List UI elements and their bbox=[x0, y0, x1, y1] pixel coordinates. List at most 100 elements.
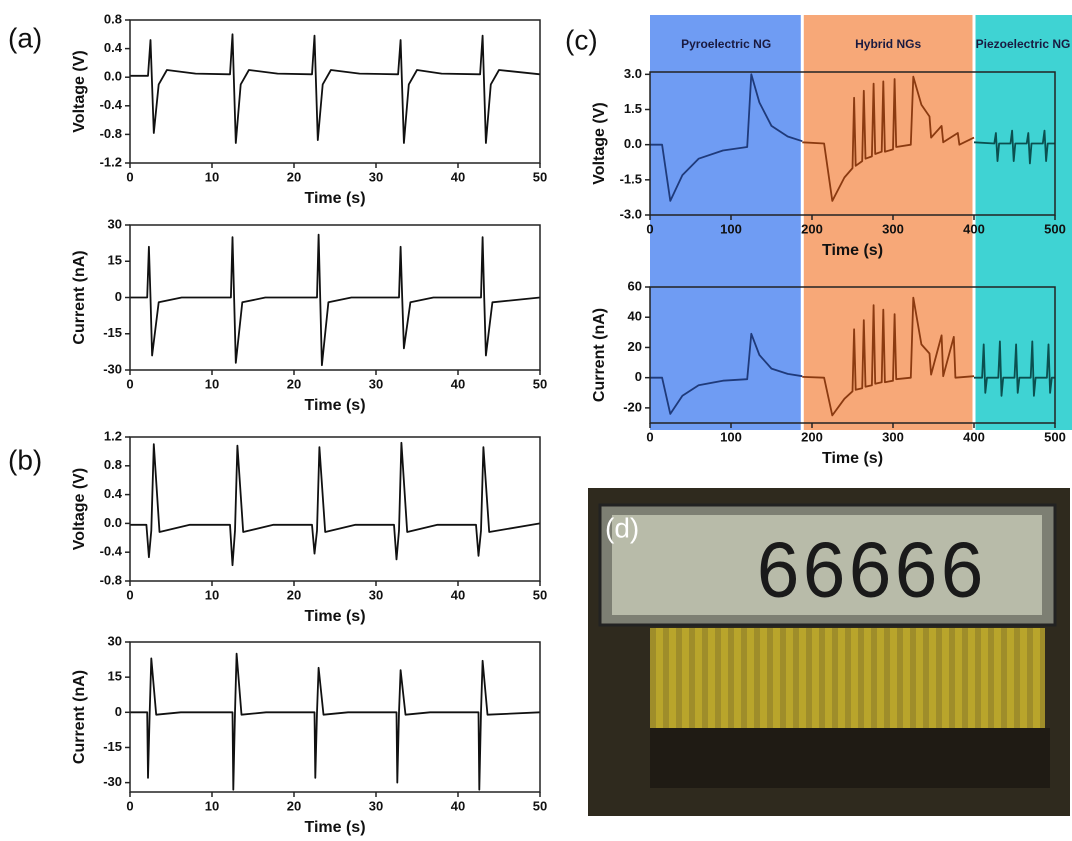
y-tick-label: 0.4 bbox=[104, 486, 123, 501]
panel-label: (c) bbox=[565, 24, 598, 55]
y-tick-label: -0.4 bbox=[100, 544, 123, 559]
x-tick-label: 20 bbox=[287, 587, 301, 602]
plot-frame bbox=[129, 641, 541, 793]
y-tick-label: -0.8 bbox=[100, 572, 122, 587]
data-line bbox=[130, 441, 541, 567]
x-tick-label: 0 bbox=[126, 587, 133, 602]
y-tick-label: 0.4 bbox=[104, 40, 123, 55]
data-line bbox=[974, 340, 1055, 397]
panel-label: (d) bbox=[605, 512, 639, 543]
x-tick-label: 100 bbox=[720, 429, 742, 444]
x-tick-label: 40 bbox=[451, 169, 465, 184]
data-line bbox=[650, 332, 803, 415]
x-tick-label: 50 bbox=[533, 798, 547, 813]
region-label: Hybrid NGs bbox=[855, 37, 921, 51]
y-tick-label: 15 bbox=[108, 669, 122, 684]
chart: Pyroelectric NG Hybrid NGs Piezoelectric N… bbox=[565, 15, 1072, 430]
region bbox=[650, 15, 803, 430]
x-tick-label: 200 bbox=[801, 221, 823, 236]
y-tick-label: 3.0 bbox=[624, 66, 642, 81]
x-tick-label: 0 bbox=[126, 169, 133, 184]
x-tick-label: 40 bbox=[451, 798, 465, 813]
y-axis-label: Current (nA) bbox=[591, 308, 608, 402]
connector bbox=[650, 728, 1050, 788]
region bbox=[802, 15, 974, 430]
electrode-stripes bbox=[650, 628, 1045, 728]
x-tick-label: 10 bbox=[205, 798, 219, 813]
x-tick-label: 10 bbox=[205, 169, 219, 184]
data-line bbox=[802, 296, 975, 417]
y-tick-label: 20 bbox=[628, 339, 642, 354]
y-axis-label: Voltage (V) bbox=[71, 468, 88, 550]
y-tick-label: -30 bbox=[103, 774, 122, 789]
y-tick-label: 0 bbox=[115, 289, 122, 304]
x-tick-label: 50 bbox=[533, 169, 547, 184]
data-line bbox=[650, 73, 803, 202]
x-tick-label: 20 bbox=[287, 169, 301, 184]
x-tick-label: 10 bbox=[205, 587, 219, 602]
x-axis-label: Time (s) bbox=[822, 450, 883, 467]
y-tick-label: 0.0 bbox=[104, 515, 122, 530]
y-tick-label: 1.5 bbox=[624, 101, 642, 116]
y-tick-label: -0.8 bbox=[100, 126, 122, 141]
y-tick-label: 40 bbox=[628, 309, 642, 324]
y-axis-label: Current (nA) bbox=[71, 670, 88, 764]
x-tick-label: 400 bbox=[963, 221, 985, 236]
panel-label: (b) bbox=[8, 444, 42, 475]
lcd-digits: 66666 bbox=[755, 529, 985, 622]
y-tick-label: -1.2 bbox=[100, 154, 122, 169]
data-line bbox=[973, 129, 1055, 165]
plot-frame bbox=[129, 436, 541, 582]
x-tick-label: 100 bbox=[720, 221, 742, 236]
chart: -1.2 -0.8 -0.4 0.0 0.4 0.8 0 10 20 30 40 50 Time (s)… bbox=[8, 11, 547, 207]
y-tick-label: -3.0 bbox=[620, 206, 642, 221]
data-line bbox=[130, 33, 541, 144]
y-axis-label: Voltage (V) bbox=[71, 50, 88, 132]
x-tick-label: 200 bbox=[801, 429, 823, 444]
plot-frame bbox=[649, 286, 1056, 424]
chart: -30 -15 0 15 30 0 10 20 30 40 50 Time (s) Current (n… bbox=[71, 633, 547, 836]
x-tick-label: 500 bbox=[1044, 221, 1066, 236]
x-tick-label: 40 bbox=[451, 587, 465, 602]
x-tick-label: 50 bbox=[533, 376, 547, 391]
x-tick-label: 300 bbox=[882, 221, 904, 236]
x-tick-label: 30 bbox=[369, 587, 383, 602]
plot-frame bbox=[649, 71, 1056, 216]
chart: -20 0 20 40 60 0 100 200 300 400 500 Time (s) Curren… bbox=[591, 278, 1066, 467]
x-tick-label: 10 bbox=[205, 376, 219, 391]
x-tick-label: 400 bbox=[963, 429, 985, 444]
y-tick-label: 60 bbox=[628, 278, 642, 293]
y-tick-label: -0.4 bbox=[100, 97, 123, 112]
region-label: Pyroelectric NG bbox=[681, 37, 771, 51]
x-tick-label: 20 bbox=[287, 376, 301, 391]
data-line bbox=[130, 233, 541, 367]
x-tick-label: 20 bbox=[287, 798, 301, 813]
x-tick-label: 30 bbox=[369, 376, 383, 391]
x-tick-label: 0 bbox=[646, 429, 653, 444]
x-tick-label: 0 bbox=[126, 798, 133, 813]
y-tick-label: 0.8 bbox=[104, 11, 122, 26]
x-tick-label: 30 bbox=[369, 798, 383, 813]
chart: -0.8 -0.4 0.0 0.4 0.8 1.2 0 10 20 30 40 50 Time (s) V… bbox=[8, 428, 547, 625]
chart: -30 -15 0 15 30 0 10 20 30 40 50 Time (s) Current (n… bbox=[71, 216, 547, 414]
y-tick-label: 0.8 bbox=[104, 457, 122, 472]
x-axis-label: Time (s) bbox=[304, 819, 365, 836]
lcd-screen bbox=[612, 515, 1042, 615]
x-tick-label: 30 bbox=[369, 169, 383, 184]
x-tick-label: 0 bbox=[646, 221, 653, 236]
y-tick-label: -30 bbox=[103, 361, 122, 376]
region-label: Piezoelectric NG bbox=[976, 37, 1071, 51]
y-tick-label: -15 bbox=[103, 739, 122, 754]
x-tick-label: 40 bbox=[451, 376, 465, 391]
y-tick-label: -20 bbox=[623, 399, 642, 414]
y-tick-label: -15 bbox=[103, 325, 122, 340]
photo-panel: (d) 66666 bbox=[588, 488, 1070, 816]
x-tick-label: 0 bbox=[126, 376, 133, 391]
x-tick-label: 500 bbox=[1044, 429, 1066, 444]
y-tick-label: 0 bbox=[635, 369, 642, 384]
x-tick-label: 50 bbox=[533, 587, 547, 602]
y-tick-label: 30 bbox=[108, 633, 122, 648]
y-tick-label: 0 bbox=[115, 704, 122, 719]
y-tick-label: -1.5 bbox=[620, 171, 642, 186]
